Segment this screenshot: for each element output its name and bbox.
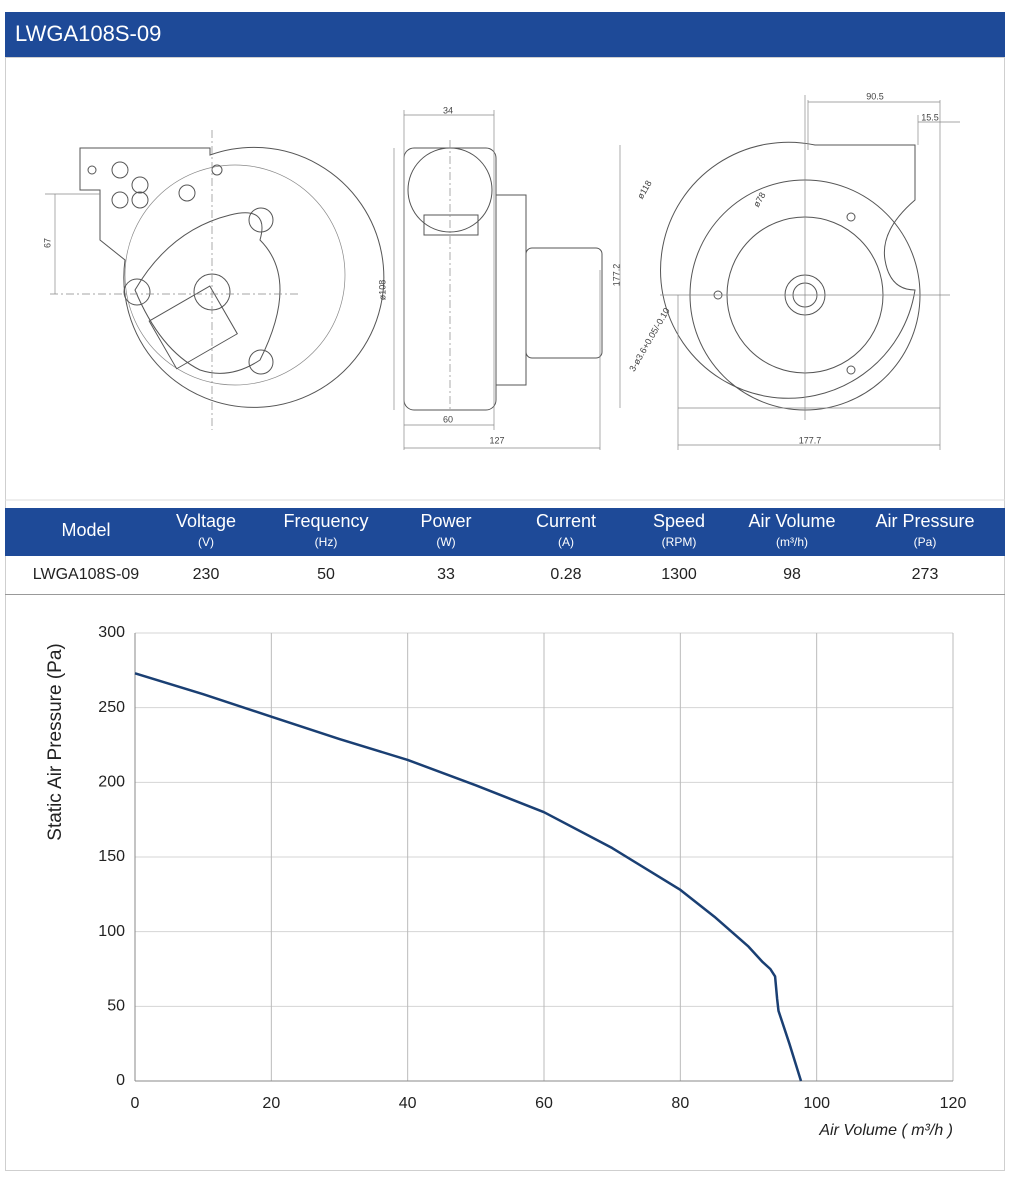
column-header: Power xyxy=(420,511,471,531)
hole xyxy=(123,278,151,306)
x-axis-label: Air Volume ( m³/h ) xyxy=(818,1122,953,1139)
outline xyxy=(79,146,385,408)
column-header: Current xyxy=(536,511,596,531)
table-cell: 1300 xyxy=(661,566,697,583)
dimension-label: ø108 xyxy=(377,280,387,301)
hole xyxy=(248,207,274,233)
column-unit: (V) xyxy=(198,535,214,549)
hole xyxy=(111,161,129,179)
hole xyxy=(131,191,149,209)
hole xyxy=(87,165,97,175)
technical-drawing: 34 67 ø108 60 127 177.2 90.5 15.5 ø118 ø78 177.7 3-… xyxy=(42,91,960,450)
column-unit: (A) xyxy=(558,535,574,549)
y-tick-label: 100 xyxy=(98,923,125,940)
column-header: Model xyxy=(61,520,110,540)
hole xyxy=(248,349,274,375)
table-header xyxy=(5,508,1005,556)
inlet xyxy=(423,214,479,236)
dimension-label: 177.2 xyxy=(611,264,621,287)
hole xyxy=(846,212,856,222)
spec-table: Model Voltage (V) Frequency (Hz) Power (W) Curr… xyxy=(33,511,975,583)
y-tick-label: 150 xyxy=(98,848,125,865)
header-title: LWGA108S-09 xyxy=(15,21,161,46)
y-tick-label: 50 xyxy=(107,998,125,1015)
column-unit: (W) xyxy=(436,535,455,549)
hole xyxy=(178,184,196,202)
hole xyxy=(131,176,149,194)
dimension-label: ø118 xyxy=(635,179,654,201)
plate xyxy=(495,194,527,386)
table-cell: 98 xyxy=(783,566,801,583)
dimension-label: 127 xyxy=(489,435,504,445)
curve xyxy=(134,672,803,1082)
table-cell: LWGA108S-09 xyxy=(33,566,140,583)
table-cell: 273 xyxy=(912,566,939,583)
chart: 0 50 100 150 200 250 300 0 20 40 60 80 100 120 Static … xyxy=(45,624,966,1139)
table-cell: 33 xyxy=(437,566,455,583)
y-axis-label: Static Air Pressure (Pa) xyxy=(45,643,66,840)
dimension-label: ø78 xyxy=(751,190,767,208)
dimension-label: 3-ø3.6+0.05/-0.10 xyxy=(627,306,672,373)
y-tick-label: 250 xyxy=(98,699,125,716)
hole xyxy=(846,365,856,375)
x-tick-label: 20 xyxy=(262,1095,280,1112)
column-header: Air Volume xyxy=(748,511,835,531)
column-header: Voltage xyxy=(176,511,236,531)
x-tick-label: 60 xyxy=(535,1095,553,1112)
x-tick-label: 100 xyxy=(803,1095,830,1112)
header-bar xyxy=(5,12,1005,57)
column-header: Air Pressure xyxy=(875,511,974,531)
dimension-label: 34 xyxy=(443,105,453,115)
y-tick-label: 0 xyxy=(116,1072,125,1089)
outline xyxy=(124,164,346,386)
table-cell: 230 xyxy=(193,566,220,583)
column-unit: (m³/h) xyxy=(776,535,808,549)
dimension-label: 90.5 xyxy=(866,91,884,101)
x-tick-label: 120 xyxy=(940,1095,967,1112)
motor xyxy=(525,247,603,359)
outline xyxy=(134,212,281,374)
column-unit: (Hz) xyxy=(315,535,338,549)
dimension-label: 15.5 xyxy=(921,112,939,122)
y-tick-label: 200 xyxy=(98,774,125,791)
dimension-label: 177.7 xyxy=(799,435,822,445)
page-frame xyxy=(5,57,1005,1171)
column-header: Speed xyxy=(653,511,705,531)
table-cell: 0.28 xyxy=(550,566,581,583)
hole xyxy=(111,191,129,209)
y-tick-label: 300 xyxy=(98,624,125,641)
x-tick-label: 80 xyxy=(671,1095,689,1112)
dimension-label: 60 xyxy=(443,414,453,424)
table-cell: 50 xyxy=(317,566,335,583)
x-tick-label: 40 xyxy=(399,1095,417,1112)
dimension-label: 67 xyxy=(42,238,52,248)
column-unit: (Pa) xyxy=(914,535,937,549)
motor xyxy=(148,285,238,370)
outline xyxy=(660,141,916,399)
column-unit: (RPM) xyxy=(662,535,697,549)
x-tick-label: 0 xyxy=(131,1095,140,1112)
column-header: Frequency xyxy=(283,511,368,531)
